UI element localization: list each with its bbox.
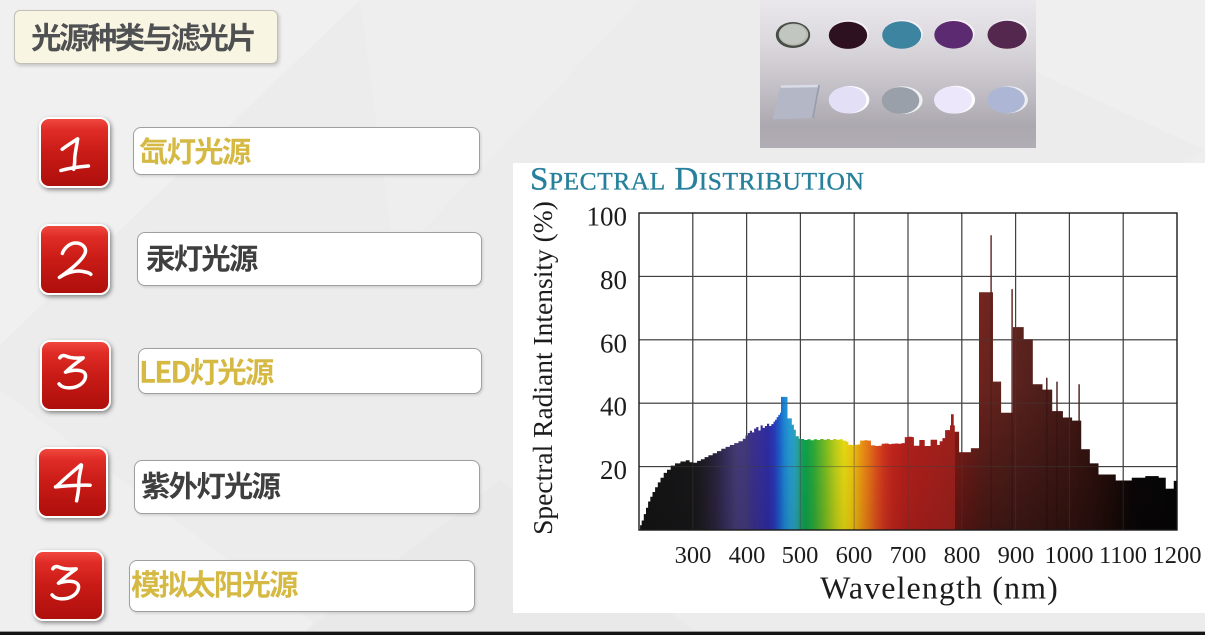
svg-text:80: 80 [600,265,627,295]
svg-text:600: 600 [836,542,873,569]
svg-text:1100: 1100 [1099,542,1147,569]
svg-text:700: 700 [890,542,927,569]
svg-text:40: 40 [600,392,627,422]
svg-text:300: 300 [675,542,712,569]
svg-text:1200: 1200 [1153,542,1202,569]
svg-text:Wavelength (nm): Wavelength (nm) [820,570,1059,606]
svg-text:60: 60 [600,328,627,358]
svg-text:900: 900 [998,542,1035,569]
svg-text:Spectral Radiant Intensity (%): Spectral Radiant Intensity (%) [527,201,558,535]
svg-text:1000: 1000 [1045,542,1094,569]
svg-text:SPECTRAL DISTRIBUTION: SPECTRAL DISTRIBUTION [530,162,864,198]
svg-text:100: 100 [587,202,628,232]
svg-text:20: 20 [600,455,627,485]
svg-text:400: 400 [729,542,766,569]
svg-text:500: 500 [782,542,819,569]
svg-text:800: 800 [944,542,981,569]
